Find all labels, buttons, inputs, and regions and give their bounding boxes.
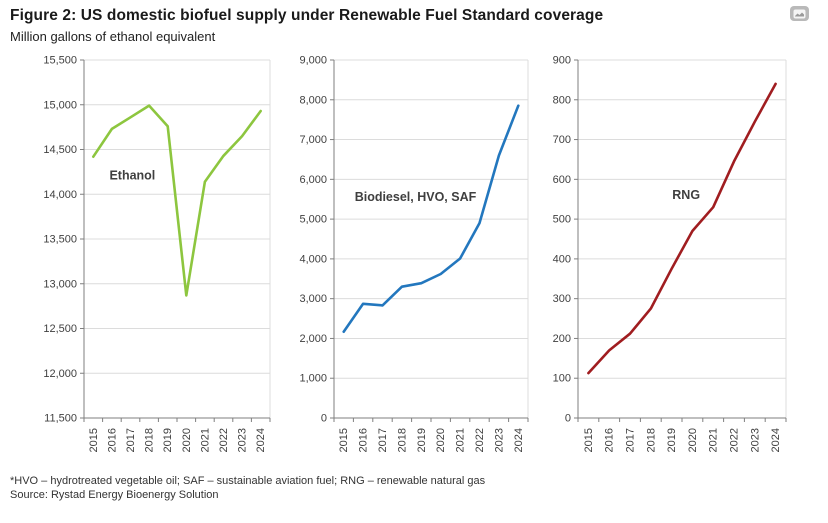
x-tick-label: 2020: [435, 428, 447, 452]
biodiesel-hvo-saf-line: [342, 104, 520, 334]
x-tick-label: 2023: [749, 428, 761, 452]
image-chart-icon-glyph: [793, 9, 806, 18]
x-tick-label: 2020: [687, 428, 699, 452]
x-tick-label: 2023: [493, 428, 505, 452]
x-tick-label: 2020: [181, 428, 193, 452]
y-tick-label: 12,000: [43, 368, 77, 380]
y-tick-label: 5,000: [299, 214, 327, 226]
y-tick-label: 900: [553, 55, 571, 67]
chart-ethanol: 11,500 12,000 12,500 13,000 13,500 14,000 14,5…: [20, 52, 278, 469]
x-tick-label: 2016: [106, 428, 118, 452]
image-chart-icon[interactable]: [790, 6, 809, 21]
y-tick-label: 8,000: [299, 94, 327, 106]
y-tick-label: 4,000: [299, 253, 327, 265]
source-text: Source: Rystad Energy Bioenergy Solution: [10, 489, 219, 501]
y-tick-label: 6,000: [299, 174, 327, 186]
y-tick-label: 13,500: [43, 234, 77, 246]
x-tick-label: 2017: [125, 428, 137, 452]
y-tick-label: 14,000: [43, 189, 77, 201]
x-tick-label: 2024: [513, 428, 525, 452]
ethanol-line: [92, 104, 262, 297]
y-tick-label: 13,000: [43, 278, 77, 290]
y-tick-label: 15,500: [43, 55, 77, 67]
x-tick-label: 2023: [237, 428, 249, 452]
figure-subtitle: Million gallons of ethanol equivalent: [10, 29, 216, 44]
y-tick-label: 300: [553, 293, 571, 305]
x-tick-label: 2015: [583, 428, 595, 452]
biodiesel-hvo-saf-plot: 0 1,000 2,000 3,000 4,000 5,000 6,000 7,000 8,00…: [299, 55, 529, 452]
x-tick-label: 2019: [666, 428, 678, 452]
x-tick-label: 2019: [162, 428, 174, 452]
y-tick-label: 3,000: [299, 293, 327, 305]
x-tick-label: 2017: [625, 428, 637, 452]
x-tick-label: 2015: [88, 428, 100, 452]
y-tick-label: 600: [553, 174, 571, 186]
x-tick-label: 2021: [199, 428, 211, 452]
rng-label: RNG: [672, 188, 700, 202]
ethanol-plot: 11,500 12,000 12,500 13,000 13,500 14,000 14,5…: [43, 55, 271, 452]
y-tick-label: 12,500: [43, 323, 77, 335]
rng-plot: 0 100 200 300 400 500 600 700 800 900 2015 2016 2017…: [553, 55, 787, 452]
x-tick-label: 2015: [338, 428, 350, 452]
footnote-text: *HVO – hydrotreated vegetable oil; SAF –…: [10, 475, 486, 487]
x-tick-label: 2018: [396, 428, 408, 452]
x-tick-label: 2016: [604, 428, 616, 452]
y-tick-label: 7,000: [299, 134, 327, 146]
y-tick-label: 800: [553, 94, 571, 106]
y-tick-label: 0: [565, 413, 571, 425]
rng-line: [587, 82, 777, 375]
y-tick-label: 400: [553, 253, 571, 265]
y-tick-label: 1,000: [299, 373, 327, 385]
x-tick-label: 2019: [416, 428, 428, 452]
ethanol-label: Ethanol: [109, 168, 155, 182]
x-tick-label: 2024: [770, 428, 782, 452]
y-tick-label: 100: [553, 373, 571, 385]
y-tick-label: 500: [553, 214, 571, 226]
y-tick-label: 14,500: [43, 144, 77, 156]
x-tick-label: 2022: [474, 428, 486, 452]
chart-biodiesel-hvo-saf: 0 1,000 2,000 3,000 4,000 5,000 6,000 7,000 8,00…: [278, 52, 536, 469]
x-tick-label: 2018: [645, 428, 657, 452]
x-tick-label: 2024: [255, 428, 267, 452]
y-tick-label: 15,000: [43, 99, 77, 111]
figure-header: Figure 2: US domestic biofuel supply und…: [0, 0, 828, 44]
x-tick-label: 2017: [377, 428, 389, 452]
y-tick-label: 200: [553, 333, 571, 345]
x-tick-label: 2016: [358, 428, 370, 452]
x-tick-label: 2021: [708, 428, 720, 452]
x-tick-label: 2022: [218, 428, 230, 452]
y-tick-label: 9,000: [299, 55, 327, 67]
x-tick-label: 2021: [455, 428, 467, 452]
y-tick-label: 11,500: [44, 413, 77, 425]
charts-row: 11,500 12,000 12,500 13,000 13,500 14,000 14,5…: [0, 52, 828, 469]
biodiesel-hvo-saf-label: Biodiesel, HVO, SAF: [355, 190, 477, 204]
y-tick-label: 2,000: [299, 333, 327, 345]
y-tick-label: 700: [553, 134, 571, 146]
x-tick-label: 2018: [144, 428, 156, 452]
figure-title: Figure 2: US domestic biofuel supply und…: [10, 7, 604, 24]
y-tick-label: 0: [321, 413, 327, 425]
x-tick-label: 2022: [729, 428, 741, 452]
chart-rng: 0 100 200 300 400 500 600 700 800 900 2015 2016 2017…: [536, 52, 794, 469]
figure-footer: *HVO – hydrotreated vegetable oil; SAF –…: [0, 469, 828, 501]
